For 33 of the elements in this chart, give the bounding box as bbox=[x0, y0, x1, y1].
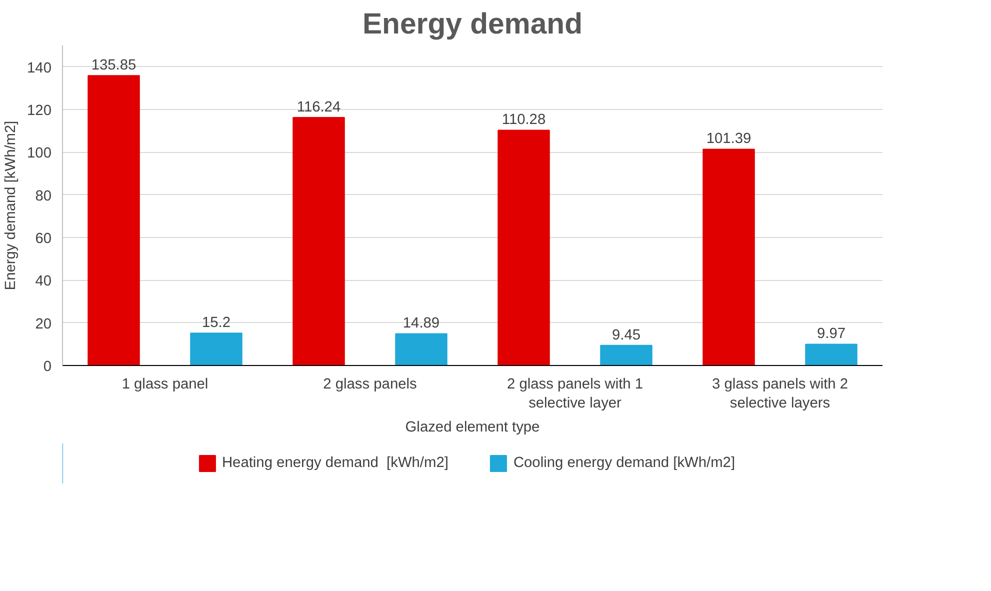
data-label: 135.85 bbox=[91, 58, 136, 74]
data-label: 14.89 bbox=[402, 316, 440, 332]
x-tick-label: 2 glass panels bbox=[323, 376, 417, 392]
y-tick-label: 60 bbox=[35, 231, 52, 247]
data-label: 101.39 bbox=[706, 131, 752, 148]
y-tick-label: 0 bbox=[43, 359, 52, 375]
y-tick-label: 40 bbox=[35, 274, 52, 290]
data-label: 116.24 bbox=[296, 100, 341, 116]
data-label: 110.28 bbox=[502, 112, 546, 128]
bar bbox=[805, 344, 858, 366]
bar bbox=[498, 130, 550, 366]
y-tick-label: 80 bbox=[35, 188, 52, 204]
x-axis-title: Glazed element type bbox=[405, 420, 540, 436]
bar bbox=[88, 75, 140, 366]
legend-label: Heating energy demand [kWh/m2] bbox=[222, 455, 448, 471]
data-label: 9.45 bbox=[612, 327, 641, 344]
x-tick-label: 2 glass panels with 1 selective layer bbox=[506, 376, 644, 412]
bar bbox=[395, 333, 448, 366]
bar bbox=[600, 344, 652, 366]
x-tick-label: 1 glass panel bbox=[122, 376, 208, 392]
bar bbox=[190, 332, 242, 366]
y-tick-label: 100 bbox=[27, 146, 52, 162]
x-tick-label: 3 glass panels with 2 selective layers bbox=[712, 376, 848, 412]
y-axis-title: Energy demand [kWh/m2] bbox=[3, 120, 20, 290]
bar bbox=[702, 148, 755, 366]
legend-label: Cooling energy demand [kWh/m2] bbox=[513, 455, 736, 471]
y-tick-label: 120 bbox=[27, 103, 52, 119]
y-tick-label: 20 bbox=[35, 316, 52, 332]
data-label: 9.97 bbox=[816, 326, 846, 342]
y-tick-label: 140 bbox=[27, 60, 52, 76]
data-label: 15.2 bbox=[202, 315, 231, 332]
chart-title: Energy demand bbox=[362, 8, 583, 40]
bar bbox=[292, 117, 345, 366]
